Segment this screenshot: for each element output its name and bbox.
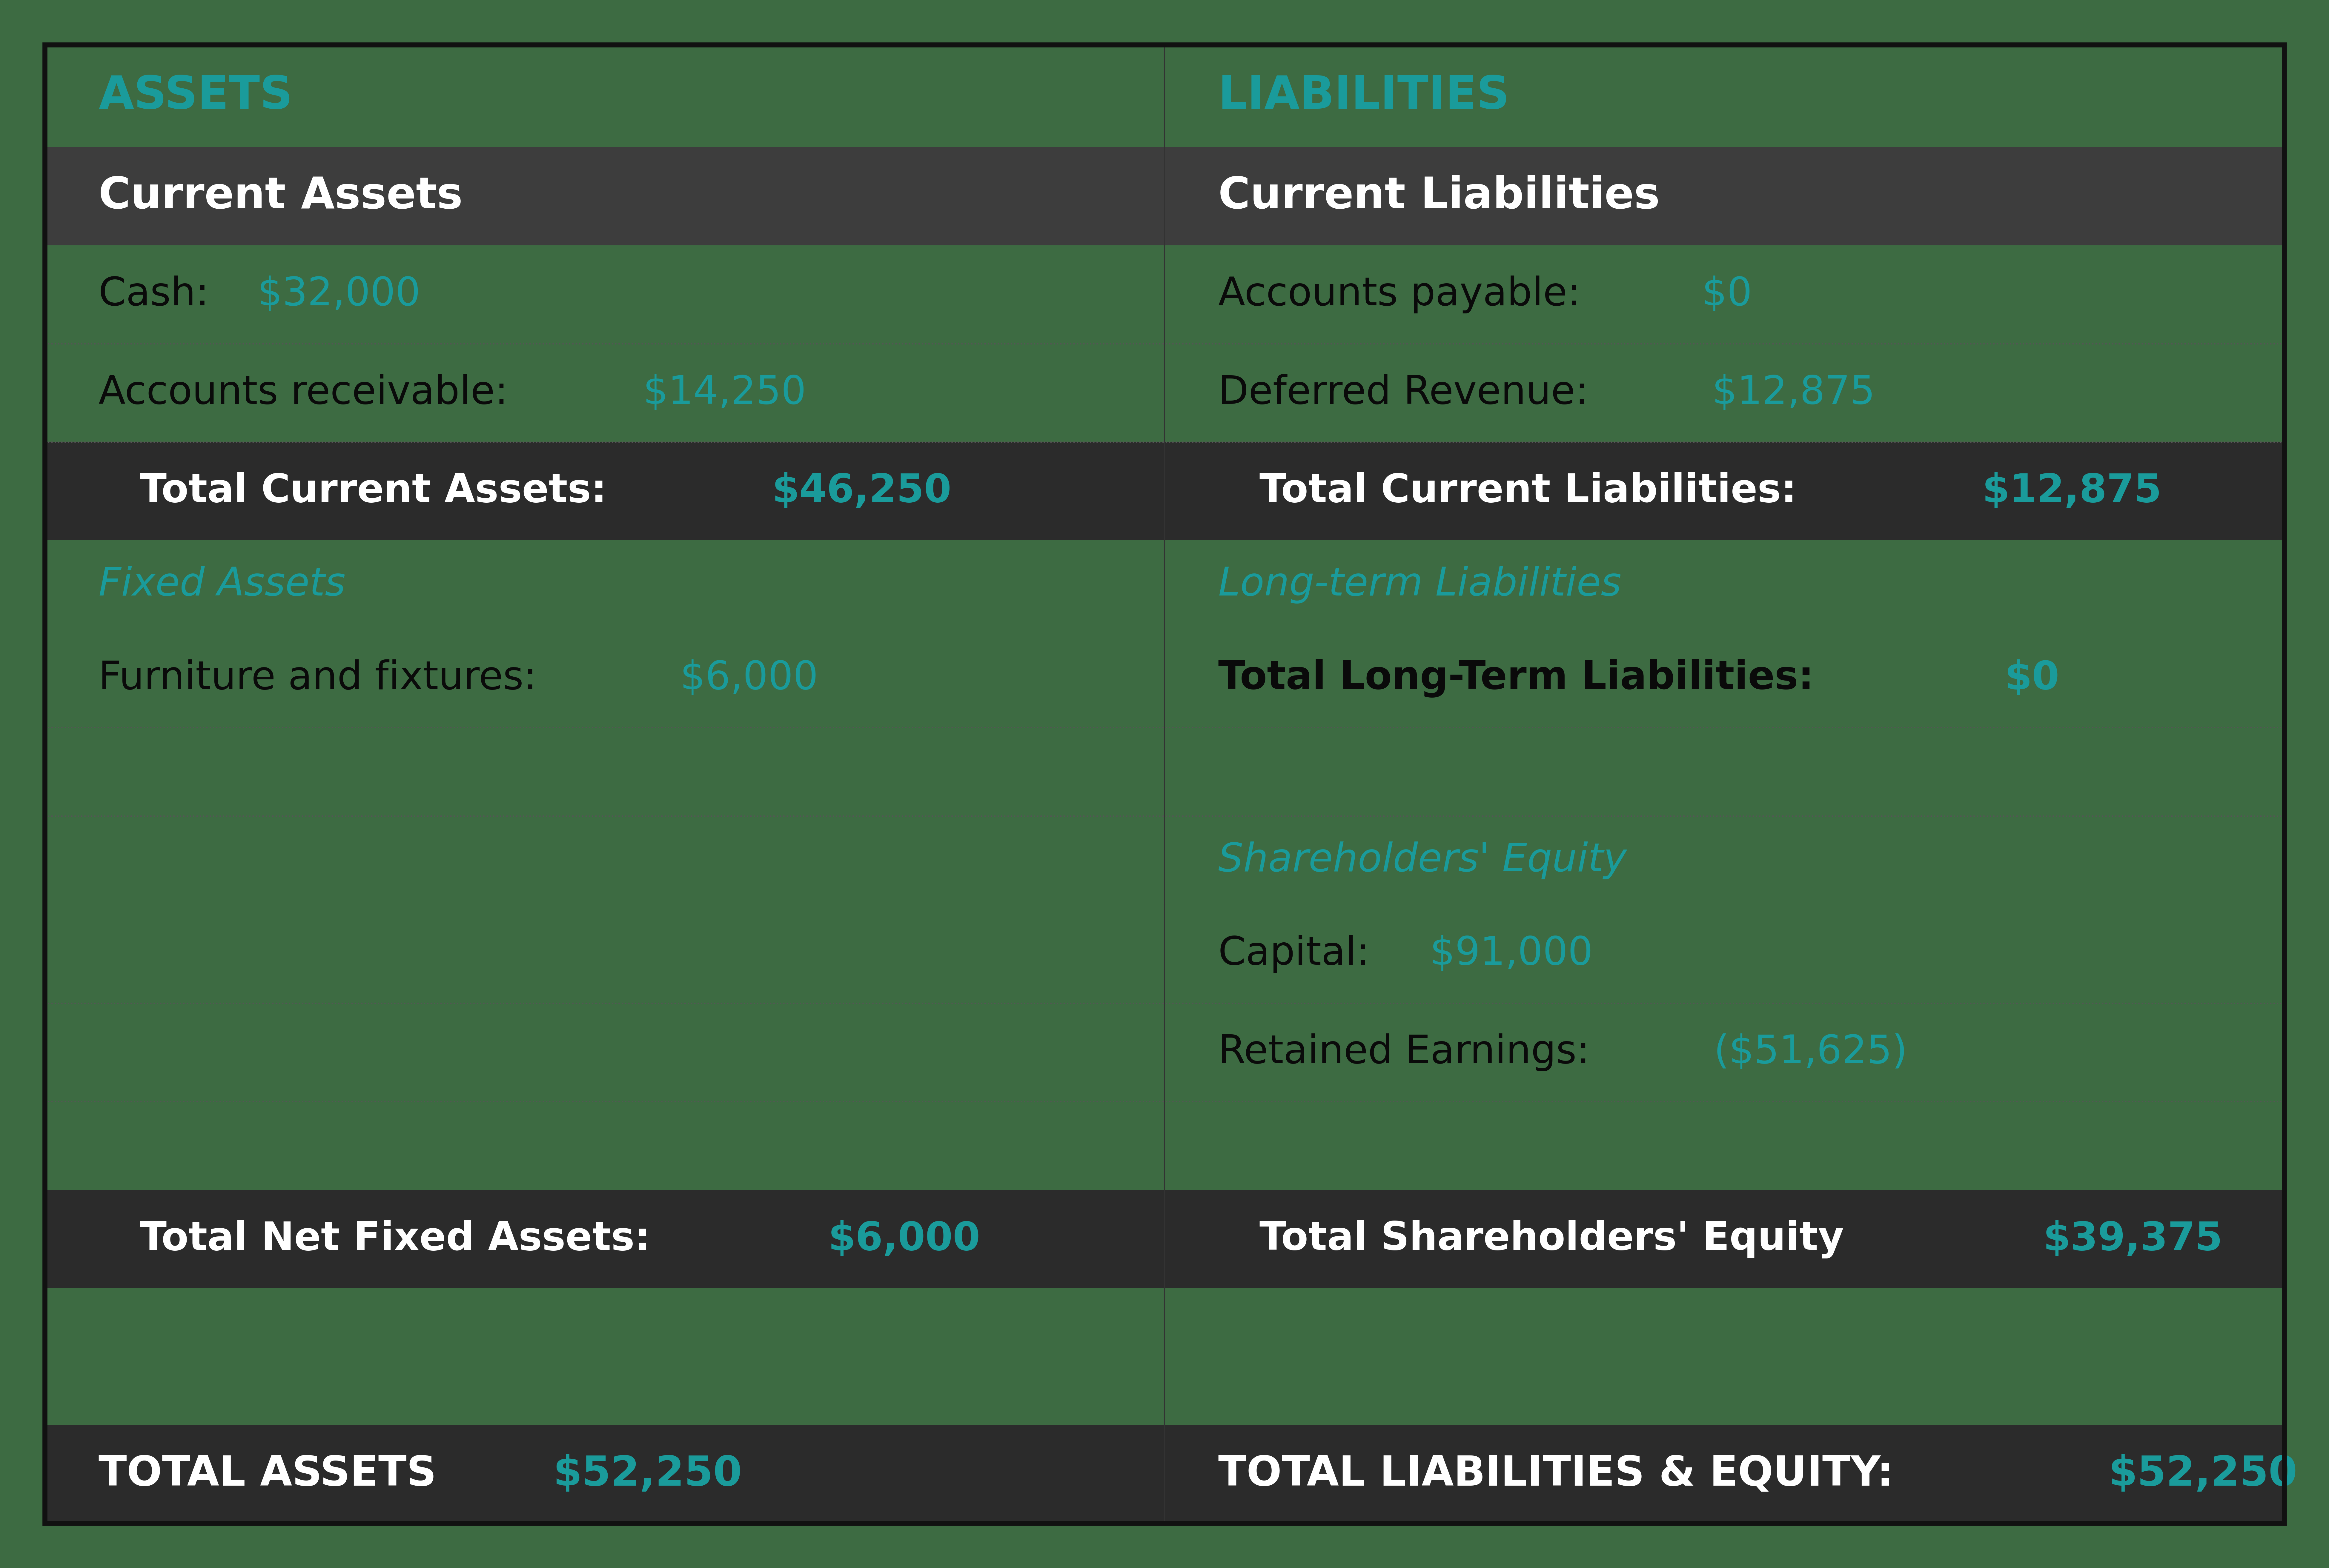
Bar [44,442,2285,541]
Text: $12,875: $12,875 [1712,373,1875,412]
Text: TOTAL ASSETS: TOTAL ASSETS [98,1454,452,1494]
Text: $32,000: $32,000 [256,276,419,314]
Text: Shareholders' Equity: Shareholders' Equity [1218,842,1626,880]
Bar [44,1101,2285,1190]
Bar [44,1289,2285,1425]
Text: $52,250: $52,250 [554,1454,743,1494]
Bar [44,541,2285,629]
Text: Retained Earnings:: Retained Earnings: [1218,1033,1602,1071]
Text: Total Current Liabilities:: Total Current Liabilities: [1218,472,1810,510]
Text: LIABILITIES: LIABILITIES [1218,74,1509,118]
Bar [44,45,2285,147]
Bar [44,1425,2285,1523]
Text: Current Assets: Current Assets [98,176,463,218]
Bar [44,905,2285,1004]
Bar [44,629,2285,728]
Text: Total Net Fixed Assets:: Total Net Fixed Assets: [98,1220,664,1258]
Text: Deferred Revenue:: Deferred Revenue: [1218,373,1600,412]
Text: $0: $0 [1702,276,1751,314]
Text: Accounts receivable:: Accounts receivable: [98,373,522,412]
Text: $39,375: $39,375 [2043,1220,2222,1258]
Bar [44,728,2285,815]
Text: $14,250: $14,250 [643,373,806,412]
Text: Current Liabilities: Current Liabilities [1218,176,1661,218]
Text: $52,250: $52,250 [2108,1454,2296,1494]
Text: Total Long-Term Liabilities:: Total Long-Term Liabilities: [1218,659,1828,698]
Text: $91,000: $91,000 [1430,935,1593,972]
Text: $12,875: $12,875 [1982,472,2161,510]
Text: $6,000: $6,000 [680,659,817,698]
Text: $46,250: $46,250 [771,472,953,510]
Text: TOTAL LIABILITIES & EQUITY:: TOTAL LIABILITIES & EQUITY: [1218,1454,1907,1494]
Text: Capital:: Capital: [1218,935,1383,972]
Bar [44,246,2285,343]
Text: Total Shareholders' Equity: Total Shareholders' Equity [1218,1220,1859,1259]
Text: Total Current Assets:: Total Current Assets: [98,472,620,510]
Bar [44,815,2285,905]
Text: Fixed Assets: Fixed Assets [98,566,345,604]
Bar [44,1004,2285,1101]
Text: $6,000: $6,000 [829,1220,981,1258]
Text: ($51,625): ($51,625) [1714,1033,1907,1071]
Text: Furniture and fixtures:: Furniture and fixtures: [98,659,550,698]
Bar [44,343,2285,442]
Text: $0: $0 [2005,659,2059,698]
Text: ASSETS: ASSETS [98,74,293,118]
Bar [44,147,2285,246]
Text: Long-term Liabilities: Long-term Liabilities [1218,566,1621,604]
Text: Accounts payable:: Accounts payable: [1218,276,1593,314]
Text: Cash:: Cash: [98,276,221,314]
Bar [44,1190,2285,1289]
